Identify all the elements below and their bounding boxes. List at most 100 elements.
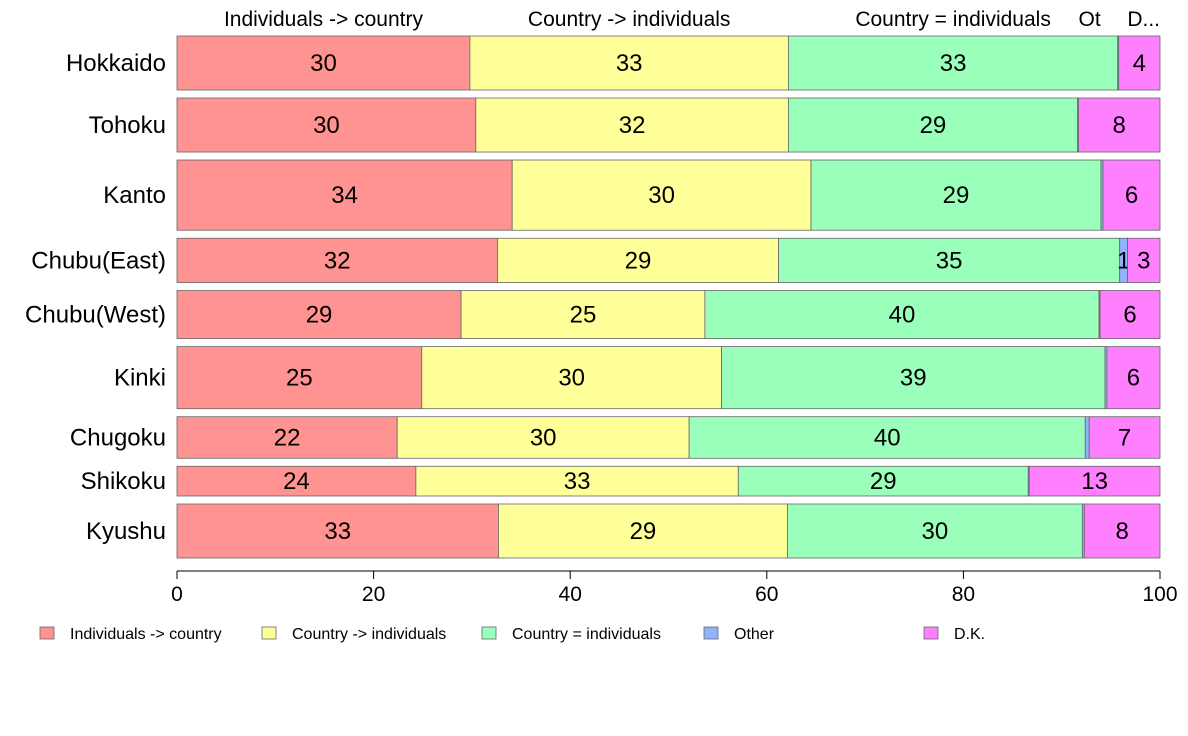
bar-kanto-country-individuals: [511, 159, 812, 231]
bar-kyushu-d-k: [1083, 503, 1161, 559]
bar-tohoku-individuals-country: [176, 97, 477, 153]
x-tick-label: 60: [755, 583, 778, 606]
category-labels: Hokkaido Tohoku Kanto Chubu(East) Chubu(West…: [25, 50, 166, 545]
data-label-chubu-west-country-individuals: 25: [570, 302, 597, 329]
bar-shikoku-individuals-country: [176, 465, 417, 497]
header-label-d-k: D...: [1127, 8, 1160, 31]
data-label-shikoku-individuals-country: 24: [283, 468, 310, 495]
data-label-chugoku-d-k: 7: [1118, 424, 1131, 451]
bar-chubu-east-individuals-country: [176, 237, 498, 283]
bar-chubu-east-country-individuals: [497, 237, 779, 283]
data-label-shikoku-country-individuals: 29: [870, 468, 897, 495]
data-label-kanto-individuals-country: 34: [331, 182, 358, 209]
legend-swatch-individuals-country: [39, 626, 55, 640]
category-label-shikoku: Shikoku: [81, 468, 166, 495]
header-label-other: Ot: [1079, 8, 1101, 31]
data-label-chubu-west-individuals-country: 29: [306, 302, 333, 329]
legend-swatch-other: [703, 626, 719, 640]
data-label-shikoku-country-individuals: 33: [564, 468, 591, 495]
x-tick-label: 0: [171, 583, 183, 606]
bar-kyushu-country-individuals: [498, 503, 788, 559]
data-label-chubu-east-other: 1: [1117, 247, 1130, 274]
bar-hokkaido-individuals-country: [176, 35, 471, 91]
header-label-country-individuals: Country = individuals: [855, 8, 1051, 31]
data-label-chubu-west-country-individuals: 40: [889, 302, 916, 329]
bar-chubu-west-country-individuals: [704, 290, 1100, 339]
bar-kinki-country-individuals: [421, 346, 722, 410]
bar-tohoku-d-k: [1078, 97, 1161, 153]
bars-group: 30 33 33 4 30 32 29 8 34 30 29 6 32 29 35 1 3 29 25 40 6 25 30…: [176, 35, 1161, 559]
category-label-kyushu: Kyushu: [86, 518, 166, 545]
data-label-tohoku-country-individuals: 29: [920, 112, 947, 139]
legend-label-d-k: D.K.: [954, 626, 985, 643]
legend-swatch-country-individuals: [261, 626, 277, 640]
category-label-kinki: Kinki: [114, 365, 166, 392]
data-label-kyushu-individuals-country: 33: [324, 518, 351, 545]
category-label-tohoku: Tohoku: [89, 112, 166, 139]
x-axis: 0 20 40 60 80 100: [171, 570, 1178, 606]
bar-kinki-country-individuals: [721, 346, 1106, 410]
legend-label-other: Other: [734, 626, 775, 643]
data-label-hokkaido-country-individuals: 33: [940, 50, 967, 77]
data-label-kanto-country-individuals: 30: [648, 182, 675, 209]
data-label-chubu-east-country-individuals: 29: [625, 247, 652, 274]
bar-hokkaido-d-k: [1118, 35, 1161, 91]
data-label-chubu-east-individuals-country: 32: [324, 247, 351, 274]
data-label-chugoku-country-individuals: 40: [874, 424, 901, 451]
category-label-chubu-west: Chubu(West): [25, 302, 166, 329]
bar-tohoku-country-individuals: [475, 97, 789, 153]
bar-shikoku-country-individuals: [737, 465, 1029, 497]
bar-chubu-west-d-k: [1099, 290, 1161, 339]
bar-kanto-country-individuals: [810, 159, 1102, 231]
bar-hokkaido-country-individuals: [788, 35, 1119, 91]
bar-chubu-west-country-individuals: [460, 290, 706, 339]
legend-swatch-d-k: [923, 626, 939, 640]
bar-kyushu-individuals-country: [176, 503, 499, 559]
bar-hokkaido-country-individuals: [469, 35, 789, 91]
data-label-tohoku-individuals-country: 30: [313, 112, 340, 139]
data-label-kinki-d-k: 6: [1127, 365, 1140, 392]
x-tick-label: 80: [952, 583, 975, 606]
data-label-kyushu-country-individuals: 30: [922, 518, 949, 545]
data-label-kinki-country-individuals: 30: [558, 365, 585, 392]
data-label-tohoku-country-individuals: 32: [619, 112, 646, 139]
category-label-kanto: Kanto: [103, 182, 166, 209]
category-label-chubu-east: Chubu(East): [31, 247, 166, 274]
legend-label-individuals-country: Individuals -> country: [70, 626, 222, 643]
legend-label-country-individuals: Country = individuals: [512, 626, 661, 643]
legend: Individuals -> country Country -> individ…: [39, 626, 985, 643]
bar-kanto-d-k: [1102, 159, 1161, 231]
data-label-kyushu-country-individuals: 29: [630, 518, 657, 545]
bar-chugoku-country-individuals: [688, 416, 1086, 459]
bar-tohoku-country-individuals: [788, 97, 1078, 153]
bar-chubu-east-country-individuals: [778, 237, 1121, 283]
data-label-kyushu-d-k: 8: [1115, 518, 1128, 545]
data-label-chugoku-country-individuals: 30: [530, 424, 557, 451]
data-label-shikoku-d-k: 13: [1081, 468, 1108, 495]
x-tick-label: 40: [559, 583, 582, 606]
bar-chugoku-d-k: [1088, 416, 1161, 459]
bar-kinki-d-k: [1106, 346, 1161, 410]
x-tick-label: 20: [362, 583, 385, 606]
data-label-kanto-d-k: 6: [1125, 182, 1138, 209]
bar-chubu-east-d-k: [1127, 237, 1161, 283]
data-label-tohoku-d-k: 8: [1113, 112, 1126, 139]
category-label-chugoku: Chugoku: [70, 424, 166, 451]
data-label-hokkaido-individuals-country: 30: [310, 50, 337, 77]
data-label-hokkaido-country-individuals: 33: [616, 50, 643, 77]
data-label-chugoku-individuals-country: 22: [274, 424, 301, 451]
series-header-labels: Individuals -> country Country -> individ…: [224, 8, 1160, 31]
bar-chugoku-other: [1084, 416, 1090, 459]
data-label-chubu-east-country-individuals: 35: [936, 247, 963, 274]
x-tick-label: 100: [1142, 583, 1177, 606]
bar-kyushu-country-individuals: [787, 503, 1083, 559]
data-label-kinki-individuals-country: 25: [286, 365, 313, 392]
data-label-hokkaido-d-k: 4: [1133, 50, 1146, 77]
legend-swatch-country-individuals: [481, 626, 497, 640]
bar-chubu-west-individuals-country: [176, 290, 462, 339]
bar-shikoku-d-k: [1028, 465, 1161, 497]
legend-label-country-individuals: Country -> individuals: [292, 626, 446, 643]
data-label-kinki-country-individuals: 39: [900, 365, 927, 392]
category-label-hokkaido: Hokkaido: [66, 50, 166, 77]
